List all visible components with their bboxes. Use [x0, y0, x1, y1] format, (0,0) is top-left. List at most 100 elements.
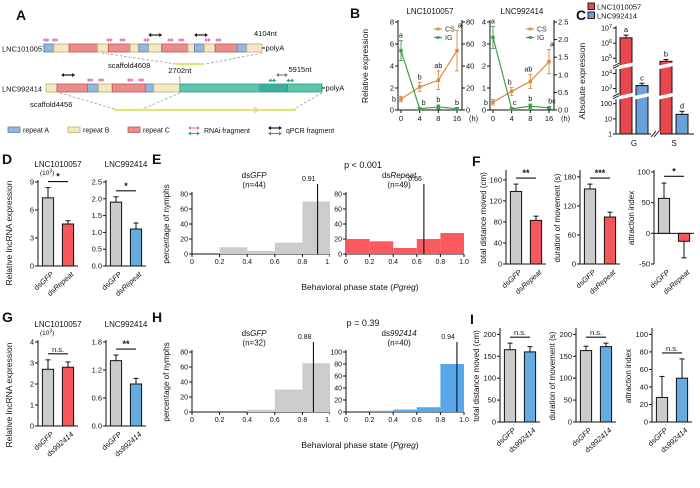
svg-text:b: b	[422, 100, 426, 107]
svg-text:2.0: 2.0	[558, 35, 568, 44]
svg-text:40: 40	[466, 62, 474, 71]
svg-text:**: **	[122, 339, 130, 349]
svg-text:0: 0	[498, 260, 502, 269]
svg-text:1: 1	[608, 132, 612, 139]
svg-text:total distance moved (cm): total distance moved (cm)	[479, 172, 488, 264]
svg-text:(n=40): (n=40)	[387, 339, 411, 348]
svg-text:LNC992414: LNC992414	[105, 160, 148, 169]
svg-text:3: 3	[30, 359, 34, 368]
svg-text:4: 4	[390, 62, 394, 71]
svg-text:duration of movement (s): duration of movement (s)	[548, 331, 557, 420]
svg-text:ds992414: ds992414	[382, 329, 418, 338]
svg-text:*: *	[124, 181, 128, 191]
svg-text:0.66: 0.66	[408, 176, 422, 183]
svg-text:60: 60	[180, 207, 188, 214]
panel-G-y-axis-label: Relative lncRNA expression	[4, 342, 14, 448]
svg-text:20: 20	[180, 237, 188, 244]
chart-G2: 0.0 0.6 1.2 1.8 LNC992414 dsGFP ds992414 **	[80, 318, 152, 477]
chart-B1: Relative expression LNC1010057 0 2 4 6 8 0 20 40 6…	[358, 4, 480, 159]
svg-text:20: 20	[334, 237, 342, 244]
svg-text:80: 80	[640, 347, 648, 356]
svg-text:qPCR fragment: qPCR fragment	[286, 128, 334, 135]
panel-H: H p = 0.39 percentage of nymphs 0 20 40 60 8…	[150, 310, 474, 486]
svg-text:0: 0	[568, 418, 572, 427]
svg-text:8: 8	[436, 114, 440, 123]
svg-text:attraction index: attraction index	[624, 349, 633, 403]
chart-I1: total distance moved (cm) 0 50 100 150 200 dsG…	[470, 316, 546, 475]
svg-text:80: 80	[180, 350, 188, 357]
svg-text:a: a	[624, 25, 629, 34]
chart-svg-F1: total distance moved (cm)04080120160dsGF…	[479, 168, 546, 296]
svg-text:20: 20	[180, 395, 188, 402]
chart-svg-I1: total distance moved (cm)050100150200dsG…	[472, 328, 540, 455]
svg-text:2.0: 2.0	[92, 194, 102, 203]
svg-text:40: 40	[334, 222, 342, 229]
svg-text:8: 8	[390, 18, 394, 27]
svg-text:107: 107	[601, 24, 612, 33]
chart-E2: 0 20 40 60 80 0 0.2 0.4 0.6 0.8 1.0 0.66 dsRepeat (n=…	[330, 168, 472, 285]
svg-text:20: 20	[334, 398, 342, 405]
svg-text:bc: bc	[548, 98, 556, 105]
svg-text:b: b	[418, 75, 422, 82]
svg-text:1.5: 1.5	[92, 211, 102, 220]
svg-text:0.6: 0.6	[412, 259, 422, 266]
svg-text:1.0: 1.0	[558, 70, 568, 79]
svg-text:200: 200	[483, 330, 496, 339]
svg-text:60: 60	[334, 207, 342, 214]
svg-text:polyA: polyA	[266, 44, 285, 53]
svg-text:a: a	[458, 22, 462, 29]
svg-text:150: 150	[483, 352, 496, 361]
svg-text:-50: -50	[639, 260, 650, 269]
svg-text:0.2: 0.2	[215, 259, 225, 266]
panel-E: E p < 0.001 percentage of nymphs 0 20 40 60…	[150, 152, 474, 312]
svg-text:0: 0	[344, 259, 348, 266]
svg-text:(n=49): (n=49)	[387, 181, 411, 190]
panel-G: G Relative lncRNA expression 0 1 2 3 4 LNC101…	[2, 310, 152, 486]
chart-F1: total distance moved (cm) 0 40 80 120 160 dsGF…	[478, 158, 552, 317]
svg-text:polyA: polyA	[326, 84, 345, 93]
svg-text:CS: CS	[537, 27, 547, 34]
svg-text:0.6: 0.6	[270, 259, 280, 266]
svg-text:80: 80	[494, 217, 502, 226]
svg-text:9: 9	[30, 178, 34, 187]
svg-text:scaffold4608: scaffold4608	[108, 61, 150, 70]
chart-C: LNC1010057 LNC992414 Absolute expression 1 1…	[576, 0, 700, 159]
svg-text:0.4: 0.4	[242, 259, 252, 266]
svg-text:16: 16	[453, 114, 461, 123]
svg-text:1.2: 1.2	[92, 366, 102, 375]
svg-text:0.8: 0.8	[298, 259, 308, 266]
svg-text:LNC992414: LNC992414	[105, 320, 148, 329]
svg-text:0: 0	[338, 410, 342, 417]
svg-text:2: 2	[482, 62, 486, 71]
svg-text:*: *	[56, 172, 60, 182]
svg-text:1.8: 1.8	[92, 338, 102, 347]
svg-text:0.6: 0.6	[270, 417, 280, 424]
svg-text:0.2: 0.2	[215, 417, 225, 424]
svg-text:6: 6	[390, 40, 394, 49]
svg-text:repeat B: repeat B	[83, 128, 110, 135]
panel-A: A LNC1010057 polyA 4104nt scaffold4608 LNC99…	[0, 2, 370, 150]
svg-text:(n=32): (n=32)	[242, 339, 266, 348]
svg-text:40: 40	[494, 238, 502, 247]
chart-H2: 0 20 40 60 80 100 0 0.2 0.4 0.6 0.8 1.0 0.94 ds992414…	[330, 326, 472, 443]
chart-svg-I3: attraction index020406080100dsGFPds99241…	[624, 328, 692, 455]
svg-text:a: a	[550, 42, 554, 49]
svg-text:duration of movement (s): duration of movement (s)	[553, 173, 562, 262]
svg-text:(n=44): (n=44)	[242, 181, 266, 190]
chart-I3: attraction index 0 20 40 60 80 100 dsGFP ds99241…	[622, 316, 698, 475]
svg-text:b: b	[528, 96, 532, 103]
svg-text:60: 60	[180, 365, 188, 372]
svg-text:0.8: 0.8	[436, 417, 446, 424]
panel-C: C LNC1010057 LNC992414 Absolute expression…	[576, 0, 700, 156]
svg-text:2: 2	[30, 380, 34, 389]
svg-text:80: 80	[180, 192, 188, 199]
svg-text:20: 20	[466, 84, 474, 93]
svg-text:0: 0	[492, 418, 496, 427]
svg-text:LNC1010057: LNC1010057	[34, 160, 82, 169]
svg-text:0.91: 0.91	[302, 176, 316, 183]
chart-F2: duration of movement (s) 0 60 120 180 dsGFP ds…	[552, 158, 626, 317]
svg-text:150: 150	[559, 352, 572, 361]
svg-text:103: 103	[601, 84, 612, 93]
